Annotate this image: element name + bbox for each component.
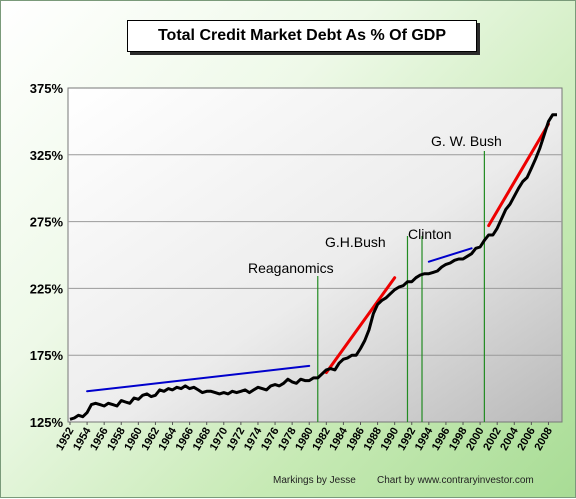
trend-lines <box>86 122 550 393</box>
annotation-labels: Reaganomics G.H.Bush Clinton G. W. Bush <box>248 133 502 276</box>
y-tick-label: 325% <box>30 148 64 163</box>
chart-credit: Chart by www.contraryinvestor.com <box>377 475 534 486</box>
annotation-label: G.H.Bush <box>325 234 386 250</box>
y-tick-label: 375% <box>30 81 64 96</box>
x-tick-label: 2008 <box>532 426 555 453</box>
trend-line <box>86 364 311 393</box>
chart-title: Total Credit Market Debt As % Of GDP <box>127 20 477 52</box>
plot-area <box>67 87 563 423</box>
y-axis: 125% 175% 225% 275% 325% 375% <box>30 81 64 430</box>
grid-lines <box>68 154 562 356</box>
x-axis: 1952195419561958196019621964196619681970… <box>54 422 555 453</box>
trend-line <box>324 276 397 375</box>
y-tick-label: 225% <box>30 281 64 296</box>
markings-credit: Markings by Jesse <box>273 475 356 486</box>
annotation-label: Reaganomics <box>248 260 334 276</box>
y-tick-label: 175% <box>30 348 64 363</box>
annotation-markers <box>317 151 485 422</box>
series-line <box>69 113 557 421</box>
y-tick-label: 125% <box>30 415 64 430</box>
trend-line <box>487 122 550 228</box>
annotation-label: Clinton <box>408 226 452 242</box>
debt-to-gdp-line <box>69 113 557 421</box>
annotation-label: G. W. Bush <box>431 133 502 149</box>
trend-line <box>427 247 473 263</box>
y-tick-label: 275% <box>30 215 64 230</box>
